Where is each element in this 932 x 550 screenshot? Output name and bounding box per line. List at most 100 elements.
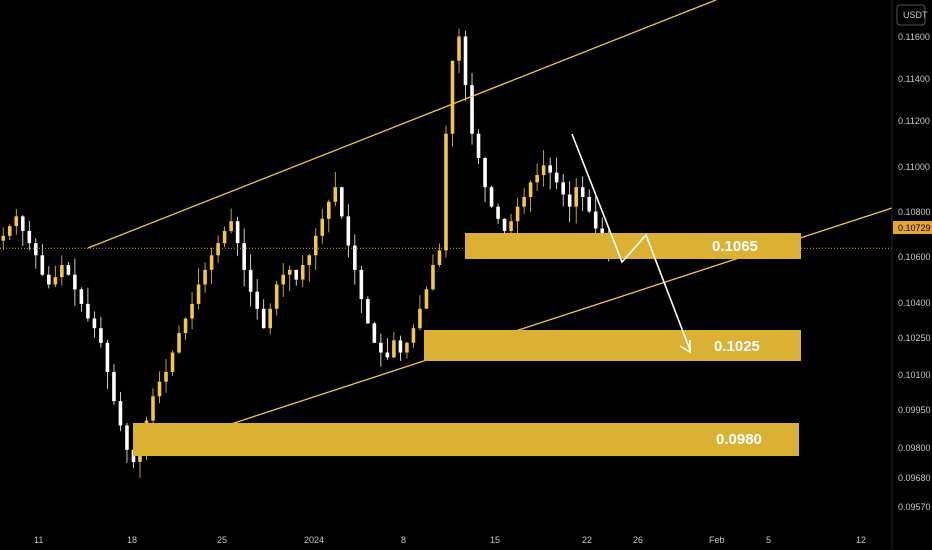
price-axis[interactable]: USDT 0.11600 0.11400 0.11200 0.11000 0.1…: [891, 0, 932, 550]
zone-0.0980-box[interactable]: [133, 423, 799, 456]
upper-channel-line[interactable]: [87, 0, 717, 249]
zone-0.1025-box[interactable]: [424, 330, 801, 361]
candle-body[interactable]: [157, 381, 162, 397]
candle-body[interactable]: [242, 243, 246, 270]
candle-body[interactable]: [385, 352, 390, 358]
candle-body[interactable]: [502, 218, 507, 231]
candle-body[interactable]: [177, 333, 181, 353]
candle-body[interactable]: [509, 221, 513, 231]
candle-body[interactable]: [268, 308, 272, 329]
candle-body[interactable]: [287, 269, 292, 275]
candle-body[interactable]: [496, 206, 500, 219]
candle-body[interactable]: [99, 328, 103, 343]
candle-body[interactable]: [340, 187, 344, 217]
candle-body[interactable]: [313, 235, 318, 256]
candle-body[interactable]: [183, 318, 188, 334]
candle-body[interactable]: [216, 243, 220, 256]
candle-body[interactable]: [92, 318, 97, 329]
zone-0.1025[interactable]: 0.1025: [424, 330, 801, 361]
candle-body[interactable]: [522, 196, 526, 207]
candle-body[interactable]: [353, 245, 357, 270]
candle-body[interactable]: [222, 230, 227, 244]
candle-body[interactable]: [372, 323, 377, 343]
candle-body[interactable]: [235, 221, 240, 244]
candle-body[interactable]: [437, 250, 442, 265]
zone-0.1065[interactable]: 0.1065: [465, 233, 801, 259]
candle-body[interactable]: [450, 60, 455, 134]
candle-body[interactable]: [112, 371, 116, 402]
candle-body[interactable]: [118, 401, 123, 426]
candle-body[interactable]: [457, 36, 461, 61]
candle-body[interactable]: [574, 187, 578, 207]
candle-body[interactable]: [196, 284, 201, 304]
candle-body[interactable]: [333, 187, 338, 202]
candle-body[interactable]: [7, 226, 12, 236]
candle-body[interactable]: [248, 269, 253, 292]
candle-body[interactable]: [320, 218, 325, 236]
candle-body[interactable]: [34, 243, 38, 256]
candle-body[interactable]: [346, 216, 351, 246]
candle-body[interactable]: [567, 194, 572, 207]
candle-body[interactable]: [366, 299, 370, 324]
candle-body[interactable]: [66, 265, 71, 275]
candle-body[interactable]: [190, 303, 194, 319]
candle-body[interactable]: [476, 133, 481, 159]
candle-body[interactable]: [541, 165, 546, 176]
candle-body[interactable]: [73, 274, 77, 290]
candle-body[interactable]: [20, 216, 25, 231]
candle-body[interactable]: [203, 269, 207, 285]
candle-body[interactable]: [255, 291, 259, 309]
candle-body[interactable]: [170, 352, 175, 372]
candle-body[interactable]: [392, 340, 396, 358]
candle-body[interactable]: [593, 211, 598, 229]
candle-body[interactable]: [1, 235, 6, 241]
candle-body[interactable]: [229, 221, 233, 231]
time-axis[interactable]: 11 18 25 2024 8 15 22 26 Feb 5 12: [34, 535, 866, 545]
candle-body[interactable]: [300, 265, 305, 280]
candle-body[interactable]: [14, 216, 19, 227]
candle-body[interactable]: [463, 36, 468, 86]
candle-body[interactable]: [470, 85, 474, 134]
candle-body[interactable]: [418, 308, 422, 329]
candle-body[interactable]: [125, 425, 129, 450]
candle-body[interactable]: [548, 165, 552, 173]
projection-arrow-path[interactable]: [571, 133, 691, 351]
candle-body[interactable]: [307, 255, 312, 265]
candle-body[interactable]: [515, 206, 520, 222]
candle-body[interactable]: [79, 289, 84, 304]
currency-badge[interactable]: [896, 4, 926, 26]
candle-body[interactable]: [483, 158, 487, 188]
candle-body[interactable]: [398, 340, 403, 353]
candle-body[interactable]: [47, 274, 51, 285]
candle-body[interactable]: [535, 175, 539, 183]
candle-body[interactable]: [580, 187, 585, 197]
candle-body[interactable]: [164, 371, 168, 382]
candle-body[interactable]: [411, 328, 416, 343]
candle-body[interactable]: [379, 342, 383, 353]
candle-body[interactable]: [431, 265, 435, 290]
candle-body[interactable]: [53, 277, 58, 285]
candle-body[interactable]: [405, 342, 409, 353]
candle-body[interactable]: [424, 289, 429, 309]
candle-body[interactable]: [27, 230, 32, 244]
zone-0.1065-box[interactable]: [465, 233, 801, 259]
candle-body[interactable]: [359, 269, 364, 300]
candle-body[interactable]: [444, 133, 448, 251]
candle-body[interactable]: [281, 274, 286, 285]
candle-body[interactable]: [326, 201, 331, 219]
candle-body[interactable]: [40, 255, 45, 275]
candle-body[interactable]: [561, 182, 565, 195]
candle-body[interactable]: [60, 265, 64, 278]
candle-body[interactable]: [151, 396, 155, 421]
candle-body[interactable]: [209, 255, 214, 270]
candle-body[interactable]: [554, 172, 559, 183]
candle-body[interactable]: [261, 308, 266, 329]
zone-0.0980[interactable]: 0.0980: [133, 423, 799, 456]
candle-body[interactable]: [587, 196, 592, 212]
candle-body[interactable]: [274, 284, 279, 309]
candle-body[interactable]: [294, 269, 299, 280]
candle-body[interactable]: [105, 342, 110, 372]
candle-body[interactable]: [86, 303, 90, 319]
candle-body[interactable]: [528, 182, 533, 197]
